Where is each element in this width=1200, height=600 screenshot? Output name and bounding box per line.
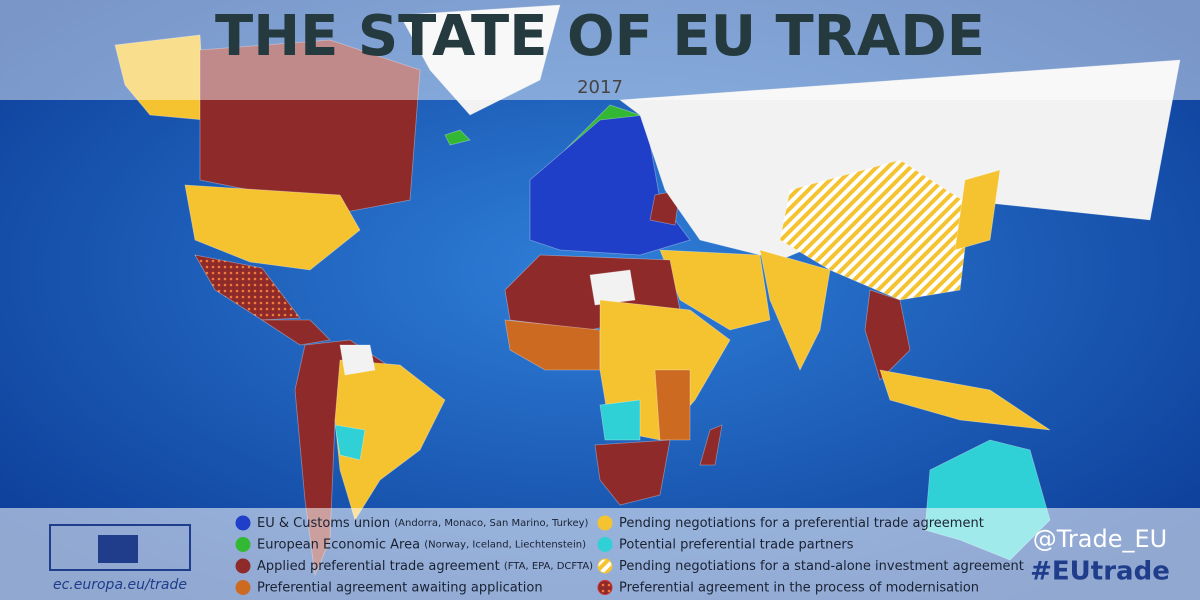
url: ec.europa.eu/trade: [53, 577, 187, 593]
legend-entry: Preferential agreement awaiting applicat…: [257, 580, 543, 595]
india: [759, 249, 831, 371]
world-map: [114, 4, 1181, 577]
legend-swatch: [235, 558, 251, 574]
china: [779, 159, 971, 301]
legend-label: Potential preferential trade partners: [619, 537, 854, 552]
legend-entry: Applied preferential trade agreement (FT…: [257, 559, 593, 574]
libya: [589, 269, 636, 306]
legend-swatch: [235, 515, 251, 531]
twitter-handle: @Trade_EU: [1033, 525, 1167, 553]
legend-note: (Norway, Iceland, Liechtenstein): [424, 540, 586, 551]
legend-note: (Andorra, Monaco, San Marino, Turkey): [394, 518, 588, 529]
legend-entry: Pending negotiations for a stand-alone i…: [619, 559, 1024, 574]
usa: [184, 184, 361, 271]
legend-label: Pending negotiations for a stand-alone i…: [619, 559, 1024, 574]
japan: [954, 169, 1001, 251]
legend-entry: EU & Customs union (Andorra, Monaco, San…: [257, 516, 589, 531]
west-africa: [504, 319, 601, 371]
legend-swatch: [235, 537, 251, 552]
legend-entry: Preferential agreement in the process of…: [619, 580, 979, 595]
middle-east: [659, 249, 771, 331]
year: 2017: [577, 77, 623, 98]
legend-label: Applied preferential trade agreement: [257, 559, 500, 574]
legend-label: European Economic Area: [257, 537, 420, 552]
commission-logo: [49, 524, 191, 571]
legend-entry: Pending negotiations for a preferential …: [619, 516, 984, 531]
southern-africa: [594, 439, 671, 506]
mexico: [194, 254, 301, 321]
legend-entry: Potential preferential trade partners: [619, 537, 854, 552]
legend-swatch: [597, 537, 613, 552]
legend-swatch: [235, 580, 251, 595]
indonesia: [879, 369, 1051, 431]
title-band: [0, 0, 1200, 100]
legend-swatch: [597, 580, 613, 595]
vietnam: [864, 289, 911, 381]
angola: [599, 399, 641, 441]
greenland: [399, 4, 561, 116]
east-africa: [654, 369, 691, 441]
legend-entry: European Economic Area (Norway, Iceland,…: [257, 537, 586, 552]
bolivia: [334, 424, 366, 461]
hashtag: #EUtrade: [1030, 557, 1170, 587]
legend: EU & Customs union (Andorra, Monaco, San…: [235, 515, 1024, 595]
legend-label: Pending negotiations for a preferential …: [619, 516, 984, 531]
canada: [199, 39, 421, 216]
madagascar: [699, 424, 723, 466]
title: THE STATE OF EU TRADE: [215, 4, 985, 69]
legend-label: Preferential agreement awaiting applicat…: [257, 580, 543, 595]
central-america: [260, 319, 331, 346]
legend-label: EU & Customs union: [257, 516, 390, 531]
brazil: [334, 359, 446, 521]
iceland: [444, 129, 471, 146]
legend-swatch: [597, 515, 613, 531]
legend-note: (FTA, EPA, DCFTA): [504, 561, 593, 572]
venezuela: [339, 344, 376, 376]
legend-label: Preferential agreement in the process of…: [619, 580, 979, 595]
alaska: [114, 34, 206, 121]
legend-swatch: [597, 558, 613, 574]
